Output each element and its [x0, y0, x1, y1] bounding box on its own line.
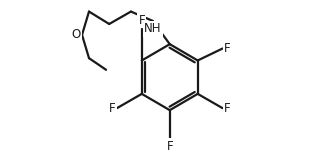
Text: F: F	[224, 42, 231, 55]
Text: F: F	[109, 102, 115, 115]
Text: O: O	[71, 28, 81, 41]
Text: F: F	[166, 140, 173, 153]
Text: NH: NH	[144, 22, 162, 35]
Text: F: F	[224, 102, 231, 115]
Text: F: F	[139, 14, 145, 27]
